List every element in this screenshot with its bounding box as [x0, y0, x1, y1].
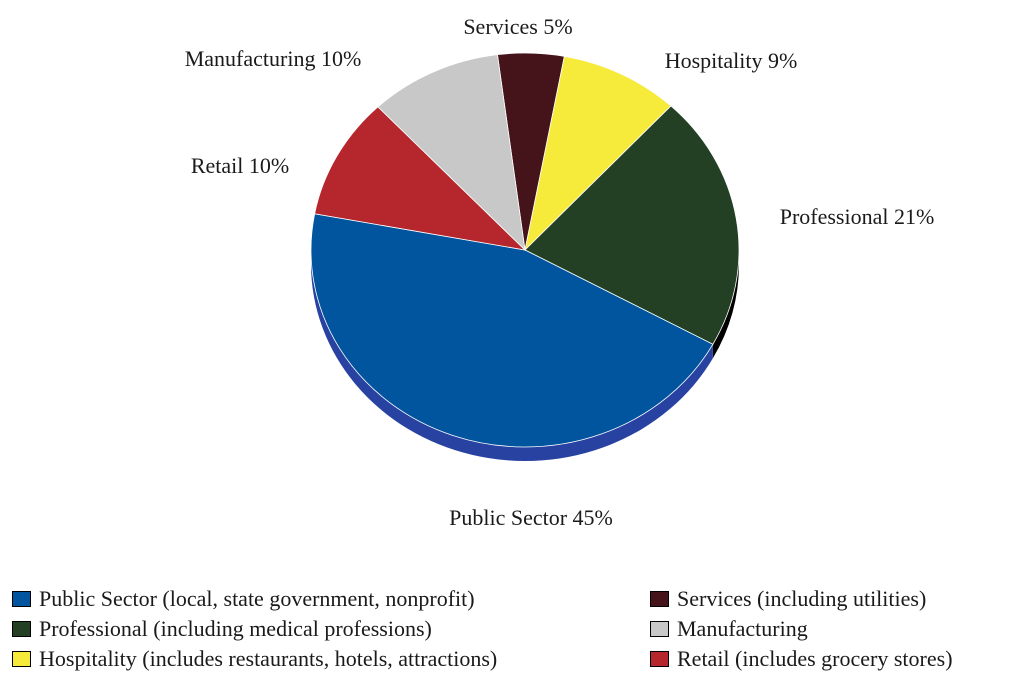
pie-label-hospitality: Hospitality 9% — [665, 48, 798, 73]
legend-swatch-public-sector — [12, 591, 31, 607]
pie-slice-professional — [524, 105, 740, 345]
pie-slice-manufacturing — [377, 54, 526, 252]
pie-slice-hospitality — [524, 55, 672, 252]
legend-item-hospitality: Hospitality (includes restaurants, hotel… — [12, 644, 497, 674]
legend-label-manufacturing: Manufacturing — [677, 616, 808, 641]
legend-item-services: Services (including utilities) — [650, 584, 953, 614]
pie-label-services: Services 5% — [463, 14, 572, 39]
legend-label-hospitality: Hospitality (includes restaurants, hotel… — [39, 646, 498, 671]
legend-swatch-hospitality — [12, 651, 31, 667]
legend-swatch-manufacturing — [650, 621, 669, 637]
pie-slices — [310, 52, 740, 448]
legend-label-public-sector: Public Sector (local, state government, … — [39, 586, 475, 611]
legend: Public Sector (local, state government, … — [0, 584, 1024, 679]
pie-label-manufacturing: Manufacturing 10% — [185, 46, 362, 71]
pie-label-retail: Retail 10% — [191, 153, 289, 178]
legend-item-professional: Professional (including medical professi… — [12, 614, 497, 644]
pie-side-professional — [712, 250, 739, 359]
legend-item-retail: Retail (includes grocery stores) — [650, 644, 953, 674]
pie-label-public-sector: Public Sector 45% — [449, 505, 613, 530]
legend-label-retail: Retail (includes grocery stores) — [677, 646, 953, 671]
legend-swatch-professional — [12, 621, 31, 637]
legend-label-services: Services (including utilities) — [677, 586, 927, 611]
legend-column-left: Public Sector (local, state government, … — [12, 584, 497, 674]
legend-item-manufacturing: Manufacturing — [650, 614, 953, 644]
pie-label-professional: Professional 21% — [780, 204, 935, 229]
legend-column-right: Services (including utilities) Manufactu… — [650, 584, 953, 674]
legend-swatch-retail — [650, 651, 669, 667]
legend-item-public-sector: Public Sector (local, state government, … — [12, 584, 497, 614]
pie-labels: Services 5% Hospitality 9% Professional 21… — [185, 14, 935, 530]
legend-label-professional: Professional (including medical professi… — [39, 616, 432, 641]
pie-3d-side — [311, 250, 739, 461]
legend-swatch-services — [650, 591, 669, 607]
pie-slice-public-sector — [310, 213, 714, 448]
pie-slice-retail — [314, 106, 527, 251]
